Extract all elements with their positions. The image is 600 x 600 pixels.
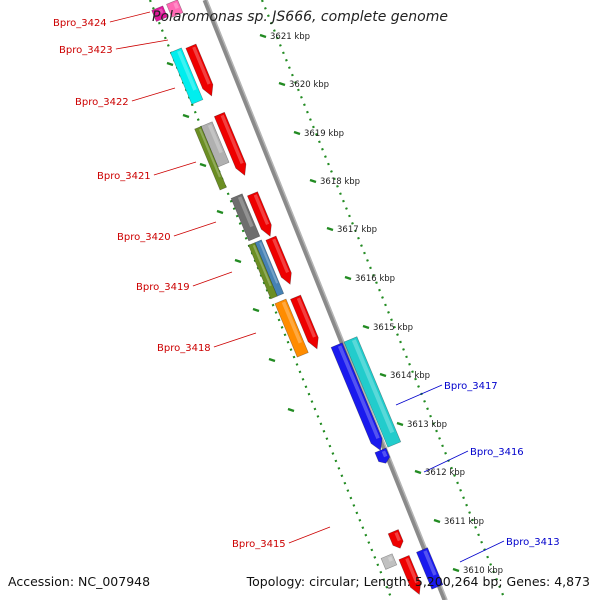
- leader-line: [288, 526, 331, 544]
- tick-label: 3615 kbp: [373, 323, 413, 333]
- feature-gene-olive2: [248, 242, 278, 300]
- feature-pink: [166, 0, 184, 18]
- feature-cds-3419: [265, 235, 292, 285]
- feature-cds-3416: [330, 342, 383, 451]
- tick-label: 3618 kbp: [320, 177, 360, 187]
- tick-mark: [278, 81, 286, 87]
- gene-label-bpro-3418: Bpro_3418: [157, 343, 211, 354]
- gene-label-bpro-3421: Bpro_3421: [97, 171, 151, 182]
- tick-label: 3613 kbp: [407, 420, 447, 430]
- inner-tick-mark: [199, 162, 207, 168]
- feature-cds-3415a: [387, 529, 404, 549]
- feature-cds-3413: [416, 547, 444, 590]
- feature-cds-tail: [374, 447, 391, 464]
- tick-label: 3612 kbp: [425, 468, 465, 478]
- tick-mark: [362, 324, 370, 330]
- inner-tick-mark: [182, 113, 190, 119]
- tick-mark: [309, 178, 317, 184]
- tick-label: 3616 kbp: [355, 274, 395, 284]
- leader-line: [423, 450, 469, 473]
- tick-label: 3617 kbp: [337, 225, 377, 235]
- tick-mark: [344, 275, 352, 281]
- leader-line: [395, 384, 443, 406]
- tick-mark: [433, 518, 441, 524]
- leader-line: [173, 221, 217, 237]
- inner-tick-mark: [252, 307, 260, 313]
- gene-label-bpro-3413: Bpro_3413: [506, 537, 560, 548]
- leader-line: [115, 39, 169, 50]
- feature-magenta: [151, 5, 168, 22]
- feature-cds-3418: [290, 294, 319, 350]
- gene-label-bpro-3420: Bpro_3420: [117, 232, 171, 243]
- inner-tick-mark: [268, 357, 276, 363]
- gene-label-bpro-3416: Bpro_3416: [470, 447, 524, 458]
- tick-mark: [414, 469, 422, 475]
- map-title: Polaromonas sp. JS666, complete genome: [152, 9, 448, 25]
- feature-cds-3417: [343, 336, 402, 448]
- gene-label-bpro-3415: Bpro_3415: [232, 539, 286, 550]
- leader-line: [459, 540, 505, 563]
- feature-cds-3421: [213, 111, 247, 176]
- feature-cds-3415b: [398, 554, 421, 595]
- gene-label-bpro-3419: Bpro_3419: [136, 282, 190, 293]
- feature-gene-3422: [169, 47, 204, 105]
- gene-label-bpro-3417: Bpro_3417: [444, 381, 498, 392]
- tick-label: 3620 kbp: [289, 80, 329, 90]
- topology-label: Topology: circular; Length: 5,200,264 bp…: [246, 574, 590, 589]
- accession-label: Accession: NC_007948: [8, 574, 151, 589]
- feature-gene-3418: [274, 298, 309, 358]
- gene-label-bpro-3424: Bpro_3424: [53, 18, 107, 29]
- tick-label: 3619 kbp: [304, 129, 344, 139]
- inner-tick-mark: [166, 61, 174, 67]
- tick-mark: [326, 226, 334, 232]
- feature-cds-3423: [185, 43, 214, 97]
- leader-line: [192, 271, 233, 287]
- feature-gene-small: [380, 553, 398, 570]
- feature-gene-grey: [200, 121, 230, 168]
- tick-mark: [379, 372, 387, 378]
- tick-mark: [452, 567, 460, 573]
- leader-line: [109, 11, 151, 23]
- leader-line: [153, 161, 197, 176]
- feature-gene-dark: [230, 193, 261, 242]
- feature-gene-olive: [194, 125, 227, 191]
- backbone-line: [202, 0, 448, 600]
- tick-label: 3614 kbp: [390, 371, 430, 381]
- tick-label: 3621 kbp: [270, 32, 310, 42]
- tick-label: 3610 kbp: [463, 566, 503, 576]
- tick-mark: [293, 130, 301, 136]
- backbone-highlight: [206, 0, 448, 600]
- inner-tick-mark: [287, 407, 295, 413]
- tick-label: 3611 kbp: [444, 517, 484, 527]
- feature-cds-3420: [246, 191, 272, 237]
- gene-label-bpro-3423: Bpro_3423: [59, 45, 113, 56]
- inner-tick-mark: [216, 209, 224, 215]
- leader-line: [213, 332, 257, 348]
- leader-line: [131, 87, 176, 102]
- inner-tick-mark: [234, 258, 242, 264]
- tick-mark: [396, 421, 404, 427]
- gene-label-bpro-3422: Bpro_3422: [75, 97, 129, 108]
- tick-mark: [259, 33, 267, 39]
